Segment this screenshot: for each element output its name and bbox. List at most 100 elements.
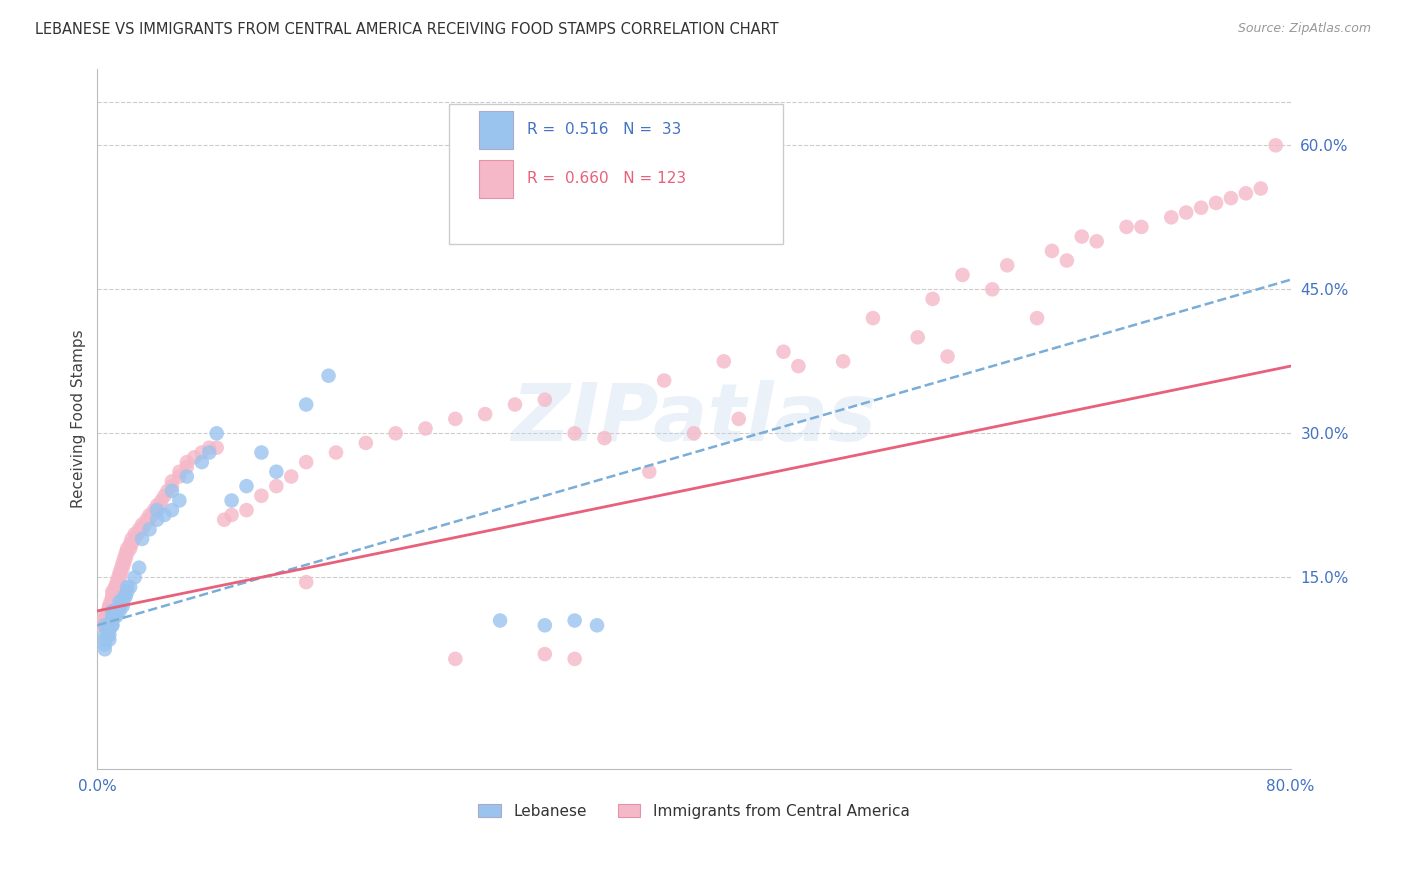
Point — [97, 614, 120, 628]
Point — [103, 584, 125, 599]
Point — [683, 426, 706, 441]
Point — [198, 441, 221, 455]
Text: ZIPatlas: ZIPatlas — [512, 380, 876, 458]
Point — [96, 608, 118, 623]
Point — [101, 584, 124, 599]
Point — [146, 498, 169, 512]
Text: R =  0.516   N =  33: R = 0.516 N = 33 — [527, 122, 682, 137]
Point — [250, 489, 273, 503]
Point — [176, 455, 198, 469]
Point — [94, 642, 117, 657]
Point — [105, 575, 128, 590]
Point — [952, 268, 974, 282]
Point — [183, 450, 205, 465]
Point — [115, 584, 138, 599]
Point — [101, 594, 124, 608]
Point — [1219, 191, 1241, 205]
Y-axis label: Receiving Food Stamps: Receiving Food Stamps — [72, 330, 86, 508]
Point — [1160, 211, 1182, 225]
Point — [105, 580, 128, 594]
Point — [141, 508, 163, 522]
Point — [169, 493, 191, 508]
Point — [108, 599, 131, 613]
Point — [235, 479, 257, 493]
Point — [97, 628, 120, 642]
Point — [489, 614, 512, 628]
Point — [135, 513, 157, 527]
Point — [190, 455, 212, 469]
Point — [101, 618, 124, 632]
Point — [153, 508, 176, 522]
Point — [1026, 311, 1049, 326]
Point — [503, 397, 526, 411]
Point — [98, 632, 121, 647]
Point — [593, 431, 616, 445]
Point — [146, 503, 169, 517]
Point — [134, 517, 156, 532]
Point — [533, 618, 555, 632]
Point — [713, 354, 735, 368]
FancyBboxPatch shape — [479, 111, 513, 149]
Point — [727, 412, 749, 426]
Point — [131, 517, 153, 532]
Point — [114, 546, 136, 560]
Point — [564, 652, 586, 666]
Point — [115, 541, 138, 556]
Point — [444, 412, 467, 426]
Point — [921, 292, 943, 306]
Point — [124, 532, 146, 546]
Point — [100, 594, 122, 608]
Point — [1085, 235, 1108, 249]
Point — [124, 570, 146, 584]
Point — [111, 599, 134, 613]
Point — [94, 618, 117, 632]
Point — [97, 608, 120, 623]
Point — [149, 498, 172, 512]
Point — [131, 532, 153, 546]
Point — [190, 445, 212, 459]
Point — [108, 594, 131, 608]
Point — [138, 513, 160, 527]
Point — [198, 445, 221, 459]
Point — [101, 614, 124, 628]
Point — [128, 522, 150, 536]
Point — [652, 374, 675, 388]
Point — [160, 475, 183, 489]
Point — [862, 311, 884, 326]
Point — [101, 590, 124, 604]
Point — [787, 359, 810, 373]
Point — [120, 537, 142, 551]
Point — [104, 580, 127, 594]
Point — [205, 441, 228, 455]
Point — [981, 282, 1004, 296]
Point — [1115, 219, 1137, 234]
Point — [104, 608, 127, 623]
Point — [936, 350, 959, 364]
Point — [128, 560, 150, 574]
Point — [318, 368, 340, 383]
Point — [127, 527, 149, 541]
Point — [533, 392, 555, 407]
Point — [160, 479, 183, 493]
Point — [98, 604, 121, 618]
Point — [101, 618, 124, 632]
Point — [101, 590, 124, 604]
Point — [98, 623, 121, 637]
Point — [221, 508, 243, 522]
Point — [114, 551, 136, 566]
Point — [1056, 253, 1078, 268]
Point — [176, 469, 198, 483]
Point — [98, 599, 121, 613]
Point — [156, 483, 179, 498]
Point — [120, 580, 142, 594]
Legend: Lebanese, Immigrants from Central America: Lebanese, Immigrants from Central Americ… — [472, 797, 915, 825]
Point — [638, 465, 661, 479]
Point — [94, 632, 117, 647]
Point — [101, 608, 124, 623]
Point — [295, 575, 318, 590]
Point — [295, 455, 318, 469]
Point — [176, 459, 198, 474]
Point — [138, 522, 160, 536]
Point — [107, 575, 129, 590]
Point — [101, 614, 124, 628]
